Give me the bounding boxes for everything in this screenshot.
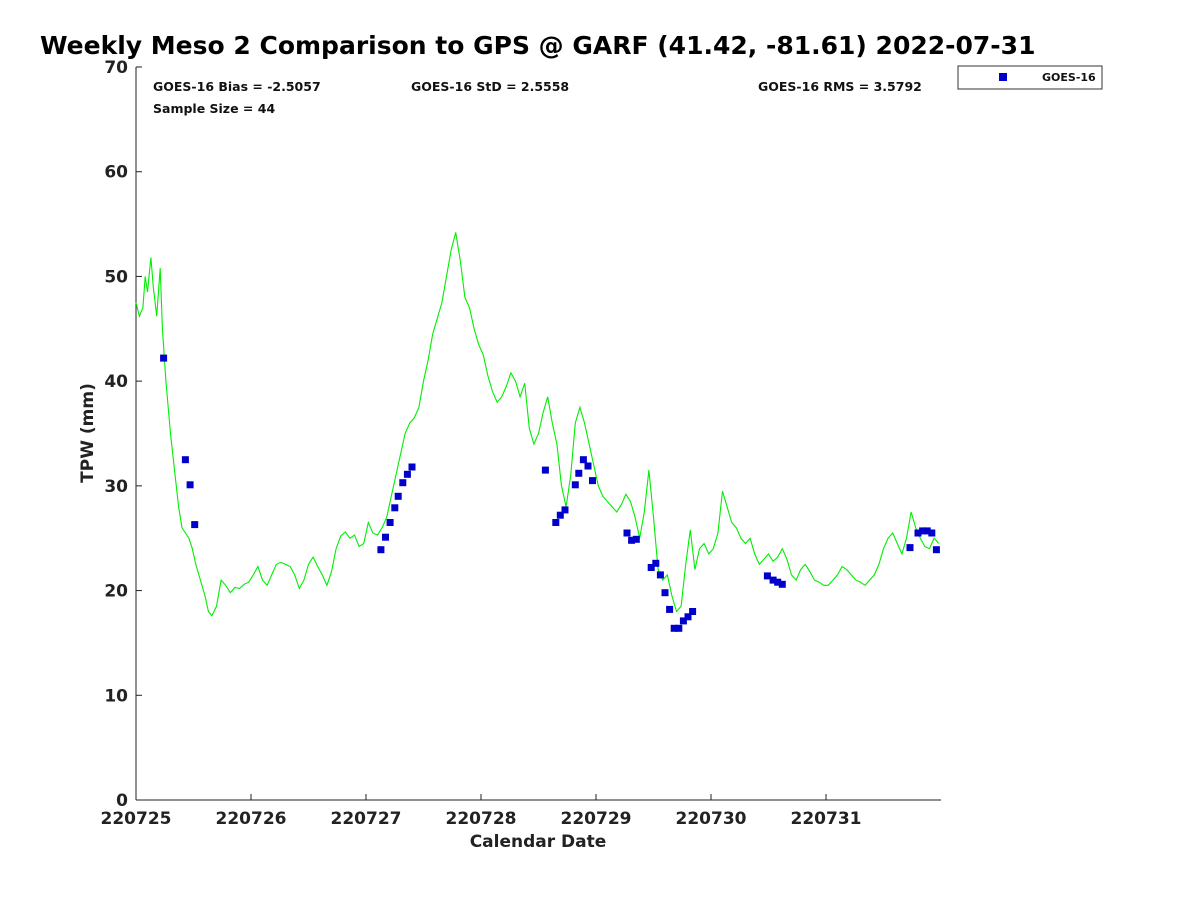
goes16-point xyxy=(647,564,655,571)
y-tick-label: 50 xyxy=(104,267,128,287)
goes16-point xyxy=(932,546,940,554)
goes16-point xyxy=(623,529,631,537)
chart-title: Weekly Meso 2 Comparison to GPS @ GARF (… xyxy=(40,31,1035,60)
goes16-point xyxy=(541,466,549,474)
goes16-point xyxy=(561,506,569,514)
x-tick-label: 220725 xyxy=(101,809,172,829)
goes16-point xyxy=(689,608,697,615)
y-tick-label: 0 xyxy=(116,791,128,811)
goes16-point xyxy=(579,456,587,464)
y-axis-label: TPW (mm) xyxy=(78,383,98,483)
goes16-point xyxy=(906,544,914,552)
legend-marker xyxy=(999,73,1007,81)
x-tick-label: 220731 xyxy=(791,809,862,829)
goes16-point xyxy=(652,559,660,567)
plot-area: 0 10 20 30 40 50 60 70 220725 220726 220727 220728… xyxy=(101,58,941,829)
goes16-point xyxy=(377,546,385,554)
goes16-point xyxy=(666,605,674,613)
sample-size-stat: Sample Size = 44 xyxy=(153,101,275,116)
goes16-point xyxy=(914,529,922,537)
goes16-point xyxy=(181,456,189,464)
x-tick-label: 220729 xyxy=(561,809,632,829)
goes16-point xyxy=(186,481,194,489)
goes16-point xyxy=(160,354,168,362)
std-stat: GOES-16 StD = 2.5558 xyxy=(411,79,569,94)
goes16-point xyxy=(628,536,636,544)
goes16-point xyxy=(584,462,592,470)
x-axis-label: Calendar Date xyxy=(470,832,607,852)
legend-box xyxy=(957,65,1103,90)
goes16-point xyxy=(661,589,669,597)
x-tick-label: 220727 xyxy=(331,809,402,829)
y-tick-label: 10 xyxy=(104,686,128,706)
goes16-point xyxy=(778,580,786,588)
goes16-point xyxy=(575,469,583,477)
bias-stat: GOES-16 Bias = -2.5057 xyxy=(153,79,321,94)
goes16-point xyxy=(399,479,407,487)
rms-stat: GOES-16 RMS = 3.5792 xyxy=(758,79,922,94)
x-ticks: 220725 220726 220727 220728 220729 220730 2207… xyxy=(101,794,862,829)
goes16-point xyxy=(382,533,389,541)
y-tick-label: 70 xyxy=(104,58,128,78)
goes16-point xyxy=(763,572,771,580)
y-tick-label: 60 xyxy=(104,163,128,183)
y-ticks: 0 10 20 30 40 50 60 70 xyxy=(104,58,142,811)
gps-tpw-line xyxy=(135,232,940,617)
goes16-point xyxy=(632,535,640,543)
goes16-point xyxy=(679,617,687,625)
goes16-point xyxy=(391,504,399,512)
y-tick-label: 40 xyxy=(104,372,128,392)
goes16-point xyxy=(589,477,596,485)
y-tick-label: 20 xyxy=(104,582,128,602)
legend-label: GOES-16 xyxy=(1042,71,1096,84)
x-tick-label: 220730 xyxy=(676,809,747,829)
goes16-point xyxy=(394,492,402,500)
goes16-point xyxy=(919,527,927,535)
x-tick-label: 220728 xyxy=(446,809,517,829)
goes16-point xyxy=(769,576,777,584)
legend: GOES-16 xyxy=(957,65,1103,90)
y-tick-label: 30 xyxy=(104,477,128,497)
goes16-point xyxy=(552,519,560,526)
goes16-point xyxy=(774,578,782,586)
goes16-point xyxy=(928,529,936,537)
goes16-point xyxy=(923,527,931,535)
goes16-point xyxy=(684,613,692,621)
goes16-point xyxy=(675,624,683,632)
goes16-point xyxy=(191,521,199,529)
goes16-point xyxy=(386,519,394,526)
goes16-point xyxy=(571,481,579,489)
goes16-point xyxy=(403,470,411,478)
goes16-point xyxy=(670,624,678,632)
goes16-point xyxy=(408,463,416,471)
series-layer xyxy=(135,232,940,632)
x-tick-label: 220726 xyxy=(216,809,287,829)
goes16-point xyxy=(556,511,564,519)
goes16-point xyxy=(656,571,664,579)
